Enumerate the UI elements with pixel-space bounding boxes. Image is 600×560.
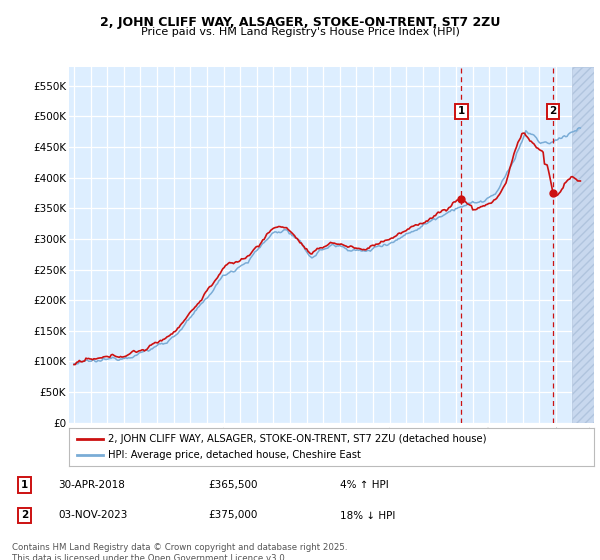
- Text: 03-NOV-2023: 03-NOV-2023: [58, 511, 127, 520]
- Text: 2, JOHN CLIFF WAY, ALSAGER, STOKE-ON-TRENT, ST7 2ZU (detached house): 2, JOHN CLIFF WAY, ALSAGER, STOKE-ON-TRE…: [109, 433, 487, 444]
- Text: £365,500: £365,500: [208, 480, 257, 490]
- Text: 1: 1: [458, 106, 465, 116]
- Text: 1: 1: [21, 480, 28, 490]
- Text: 2, JOHN CLIFF WAY, ALSAGER, STOKE-ON-TRENT, ST7 2ZU: 2, JOHN CLIFF WAY, ALSAGER, STOKE-ON-TRE…: [100, 16, 500, 29]
- Text: Price paid vs. HM Land Registry's House Price Index (HPI): Price paid vs. HM Land Registry's House …: [140, 27, 460, 38]
- Text: Contains HM Land Registry data © Crown copyright and database right 2025.
This d: Contains HM Land Registry data © Crown c…: [12, 543, 347, 560]
- Text: 4% ↑ HPI: 4% ↑ HPI: [340, 480, 389, 490]
- Text: 30-APR-2018: 30-APR-2018: [58, 480, 125, 490]
- Bar: [572, 67, 600, 423]
- Text: 2: 2: [550, 106, 557, 116]
- Text: 18% ↓ HPI: 18% ↓ HPI: [340, 511, 395, 520]
- Text: HPI: Average price, detached house, Cheshire East: HPI: Average price, detached house, Ches…: [109, 450, 361, 460]
- Text: 2: 2: [21, 511, 28, 520]
- Text: £375,000: £375,000: [208, 511, 257, 520]
